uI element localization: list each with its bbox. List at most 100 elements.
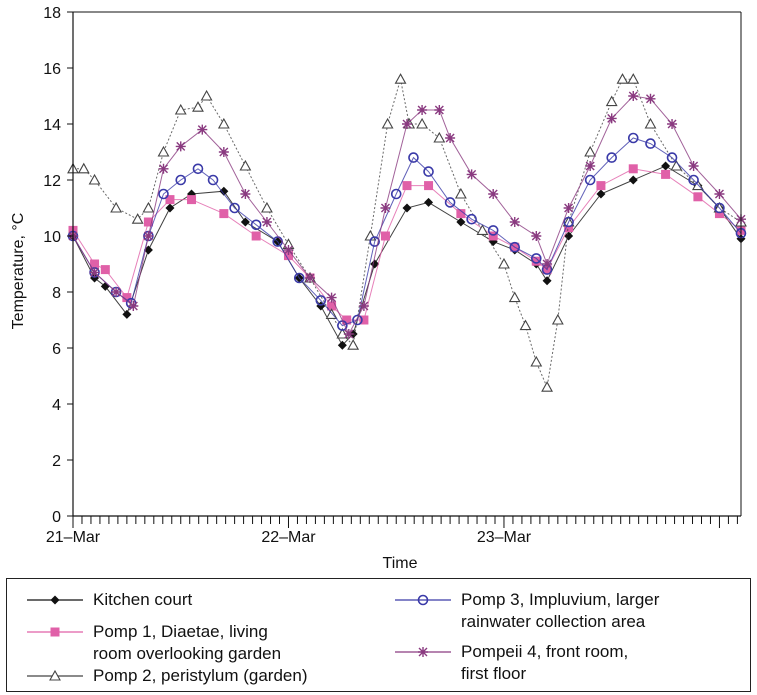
data-point [192,101,204,112]
legend-marker [50,627,60,637]
data-point [197,124,208,135]
legend-item-1: Kitchen court [25,589,192,611]
data-point [390,188,402,200]
data-point [530,253,542,264]
series-4 [67,132,747,331]
data-point [175,174,187,186]
data-point [305,273,316,283]
y-ticks: 0 2 4 6 8 10 12 14 16 18 [43,5,73,526]
data-point [342,315,352,325]
y-tick-label: 18 [43,5,61,22]
data-point [542,259,553,269]
data-point [584,174,596,186]
data-point [519,319,532,331]
data-point [596,189,606,199]
data-point [402,119,412,129]
data-point [143,231,154,241]
data-point [327,301,337,311]
legend-swatch [27,595,83,605]
data-point [466,213,477,225]
data-point [509,241,521,253]
data-point [261,201,273,213]
x-axis-title: Time [383,555,418,572]
legend-label: Pomp 1, Diaetae, living room overlooking… [93,622,282,663]
data-point [606,113,617,124]
data-point [488,189,499,199]
data-point [551,313,564,325]
x-tick-label: 23–Mar [477,529,532,546]
data-point [89,267,100,278]
legend-item-5: Pompeii 4, front room, first floor [393,641,628,685]
data-point [488,231,498,241]
y-tick-label: 6 [52,341,61,358]
data-point [645,93,656,104]
data-point [110,201,123,213]
data-point [165,203,175,213]
data-point [605,95,618,107]
data-point [219,209,229,219]
data-point [207,174,219,186]
x-tick-label: 22–Mar [261,529,316,546]
data-point [688,161,699,171]
data-point [217,117,230,129]
data-point [563,203,574,213]
data-point [417,105,428,115]
legend-swatch [27,627,83,637]
data-point [380,203,391,213]
data-point [444,197,456,208]
y-tick-label: 8 [52,285,61,302]
legend-marker [418,647,428,657]
y-tick-label: 2 [52,453,61,470]
data-point [541,381,553,392]
legend-label: Pomp 3, Impluvium, larger rainwater coll… [461,590,660,631]
data-point [394,73,407,84]
data-point [380,231,390,241]
data-point [531,231,542,241]
data-point [381,117,394,129]
data-point [667,119,678,129]
data-point [584,145,597,157]
data-point [90,259,100,269]
data-point [100,281,110,291]
data-point [143,217,153,227]
legend-marker [50,595,60,605]
data-point [369,236,380,247]
data-point [628,91,639,101]
data-point [645,138,656,149]
y-tick-label: 0 [52,509,61,526]
data-point [157,145,170,157]
data-point [628,175,638,185]
legend-label: Pomp 2, peristylum (garden) [93,666,308,685]
series-5 [68,91,746,339]
data-point [402,181,412,191]
data-point [402,203,412,213]
data-point [359,315,369,325]
data-point [283,245,294,255]
data-point [315,295,327,306]
data-point [175,141,186,152]
data-point [77,162,90,174]
y-tick-label: 4 [52,397,61,414]
legend-item-3: Pomp 2, peristylum (garden) [25,665,307,687]
data-point [508,291,521,303]
data-point [251,231,261,241]
legend-item-4: Pomp 3, Impluvium, larger rainwater coll… [393,589,659,633]
data-point [530,355,543,367]
data-point [564,223,574,233]
data-point [240,217,250,227]
data-point [122,293,132,303]
data-point [347,339,360,350]
series-line [72,165,742,347]
data-point [531,256,541,266]
temperature-chart: 0 2 4 6 8 10 12 14 16 18 21–Mar 22–Mar 23–Mar Tempe… [10,5,747,572]
data-point [627,132,639,144]
data-point [343,329,354,339]
data-point [456,217,466,227]
data-point [261,217,272,227]
legend-item-2: Pomp 1, Diaetae, living room overlooking… [25,621,281,665]
y-tick-label: 10 [43,229,61,246]
data-point [714,189,725,199]
data-point [666,152,678,163]
legend-label: Pompeii 4, front room, first floor [461,642,629,683]
data-point [293,272,305,284]
